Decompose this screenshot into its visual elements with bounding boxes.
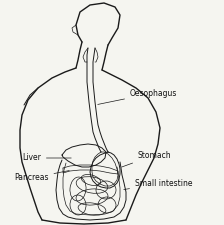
- Text: Small intestine: Small intestine: [124, 178, 192, 189]
- Text: Liver: Liver: [22, 153, 71, 162]
- Text: Stomach: Stomach: [122, 151, 172, 167]
- Text: Oesophagus: Oesophagus: [98, 88, 177, 104]
- Text: Pancreas: Pancreas: [14, 171, 69, 182]
